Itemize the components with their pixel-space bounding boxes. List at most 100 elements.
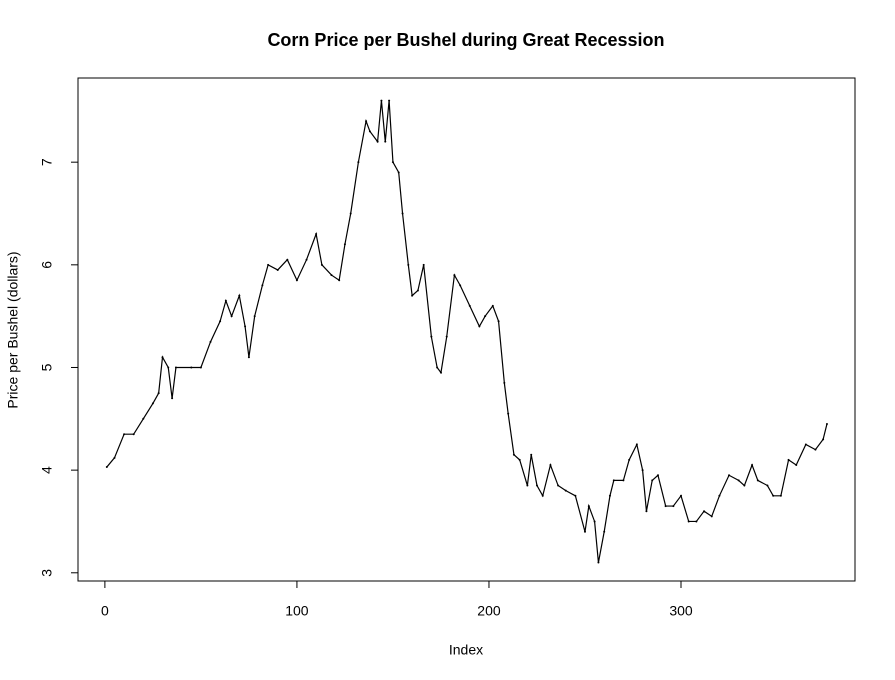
point: [751, 464, 754, 467]
point: [664, 505, 667, 508]
x-tick-label: 300: [669, 603, 693, 619]
point: [376, 140, 379, 143]
point: [787, 458, 790, 461]
point: [622, 479, 625, 482]
point: [822, 438, 825, 441]
y-tick-label: 5: [39, 363, 55, 371]
y-tick-label: 3: [39, 569, 55, 577]
point: [728, 474, 731, 477]
point: [157, 392, 160, 395]
point: [453, 274, 456, 277]
point: [535, 484, 538, 487]
point: [123, 433, 126, 436]
point: [549, 464, 552, 467]
point: [587, 505, 590, 508]
point: [436, 366, 439, 369]
point: [391, 161, 394, 164]
point: [401, 212, 404, 215]
point: [343, 243, 346, 246]
point: [772, 494, 775, 497]
point: [564, 489, 567, 492]
point: [407, 263, 410, 266]
x-tick-label: 0: [101, 603, 109, 619]
point: [230, 315, 233, 318]
point: [597, 561, 600, 564]
point: [491, 304, 494, 307]
point: [651, 479, 654, 482]
point: [253, 315, 256, 318]
x-tick-label: 100: [285, 603, 309, 619]
x-tick-label: 200: [477, 603, 501, 619]
point: [710, 515, 713, 518]
point: [526, 484, 529, 487]
point: [190, 366, 193, 369]
point: [766, 484, 769, 487]
point: [603, 530, 606, 533]
point: [261, 284, 264, 287]
point: [484, 315, 487, 318]
point: [825, 422, 828, 425]
point: [557, 484, 560, 487]
point: [703, 510, 706, 513]
point: [411, 294, 414, 297]
point: [608, 494, 611, 497]
point: [384, 140, 387, 143]
point: [171, 397, 174, 400]
point: [503, 381, 506, 384]
point: [656, 474, 659, 477]
point: [756, 479, 759, 482]
point: [518, 458, 521, 461]
point: [680, 494, 683, 497]
point: [430, 335, 433, 338]
point: [672, 505, 675, 508]
line: [106, 100, 828, 563]
point: [368, 130, 371, 133]
point: [695, 520, 698, 523]
point: [365, 120, 368, 123]
point: [814, 448, 817, 451]
point: [244, 325, 247, 328]
point: [161, 356, 164, 359]
point: [357, 161, 360, 164]
point: [247, 356, 250, 359]
point: [219, 320, 222, 323]
point: [635, 443, 638, 446]
point: [737, 479, 740, 482]
plot-box: [77, 77, 856, 582]
point: [397, 171, 400, 174]
point: [132, 433, 135, 436]
point: [276, 268, 279, 271]
x-axis-label: Index: [449, 642, 483, 658]
point: [416, 289, 419, 292]
point: [286, 258, 289, 261]
point: [507, 412, 510, 415]
y-tick-label: 6: [39, 261, 55, 269]
point: [641, 469, 644, 472]
point: [593, 520, 596, 523]
y-tick-label: 7: [39, 158, 55, 166]
point: [574, 494, 577, 497]
point: [113, 456, 116, 459]
point: [105, 466, 108, 469]
point: [142, 417, 145, 420]
point: [687, 520, 690, 523]
point: [804, 443, 807, 446]
point: [583, 530, 586, 533]
point: [795, 464, 798, 467]
point: [338, 279, 341, 282]
point: [151, 402, 154, 405]
point: [330, 274, 333, 277]
point: [478, 325, 481, 328]
point: [349, 212, 352, 215]
point: [388, 99, 391, 102]
point: [315, 233, 318, 236]
point: [541, 494, 544, 497]
point: [468, 304, 471, 307]
point: [743, 484, 746, 487]
point: [512, 453, 515, 456]
point: [628, 458, 631, 461]
y-tick-label: 4: [39, 466, 55, 474]
point: [445, 335, 448, 338]
point: [422, 263, 425, 266]
